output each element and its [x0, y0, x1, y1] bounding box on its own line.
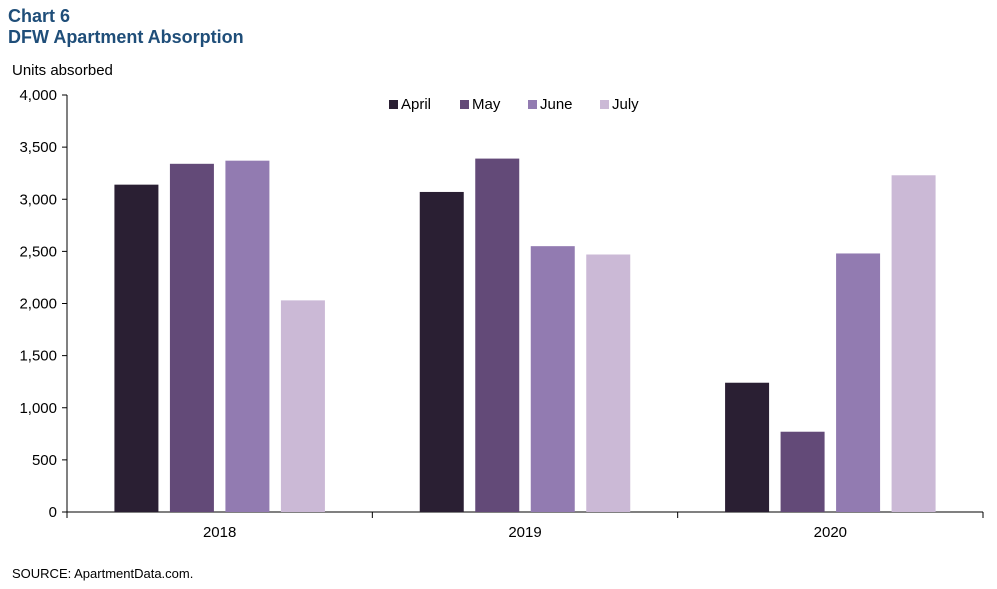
- bar-may-2020: [780, 431, 825, 512]
- chart-title: DFW Apartment Absorption: [8, 27, 244, 47]
- x-tick-label: 2019: [508, 524, 541, 541]
- legend-label-april: April: [401, 96, 431, 113]
- legend-swatch-may: [460, 100, 469, 109]
- legend-swatch-june: [528, 100, 537, 109]
- legend-label-june: June: [540, 96, 573, 113]
- bar-may-2019: [475, 158, 520, 512]
- legend-label-may: May: [472, 96, 501, 113]
- bar-june-2018: [225, 160, 270, 513]
- chart-number: Chart 6: [8, 6, 71, 26]
- legend-swatch-july: [600, 100, 609, 109]
- y-tick-label: 2,500: [19, 243, 57, 260]
- y-axis-label: Units absorbed: [12, 62, 113, 79]
- x-tick-label: 2020: [814, 524, 847, 541]
- y-tick-label: 2,000: [19, 296, 57, 313]
- y-tick-label: 1,000: [19, 400, 57, 417]
- bar-july-2020: [891, 175, 936, 512]
- bar-june-2019: [530, 246, 575, 512]
- legend-label-july: July: [612, 96, 639, 113]
- y-tick-label: 1,500: [19, 348, 57, 365]
- title-block: Chart 6 DFW Apartment Absorption: [8, 6, 244, 48]
- bar-may-2018: [169, 163, 214, 512]
- y-tick-label: 3,000: [19, 191, 57, 208]
- bar-april-2020: [725, 382, 770, 512]
- bar-july-2019: [586, 254, 631, 512]
- legend-swatch-april: [389, 100, 398, 109]
- bar-june-2020: [836, 253, 881, 512]
- bar-july-2018: [280, 300, 325, 512]
- x-tick-label: 2018: [203, 524, 236, 541]
- source-note: SOURCE: ApartmentData.com.: [12, 566, 194, 581]
- y-tick-label: 500: [32, 452, 57, 469]
- bar-april-2018: [114, 184, 159, 512]
- y-tick-label: 0: [49, 504, 57, 521]
- y-tick-label: 3,500: [19, 139, 57, 156]
- y-tick-label: 4,000: [19, 87, 57, 104]
- bar-april-2019: [419, 191, 464, 512]
